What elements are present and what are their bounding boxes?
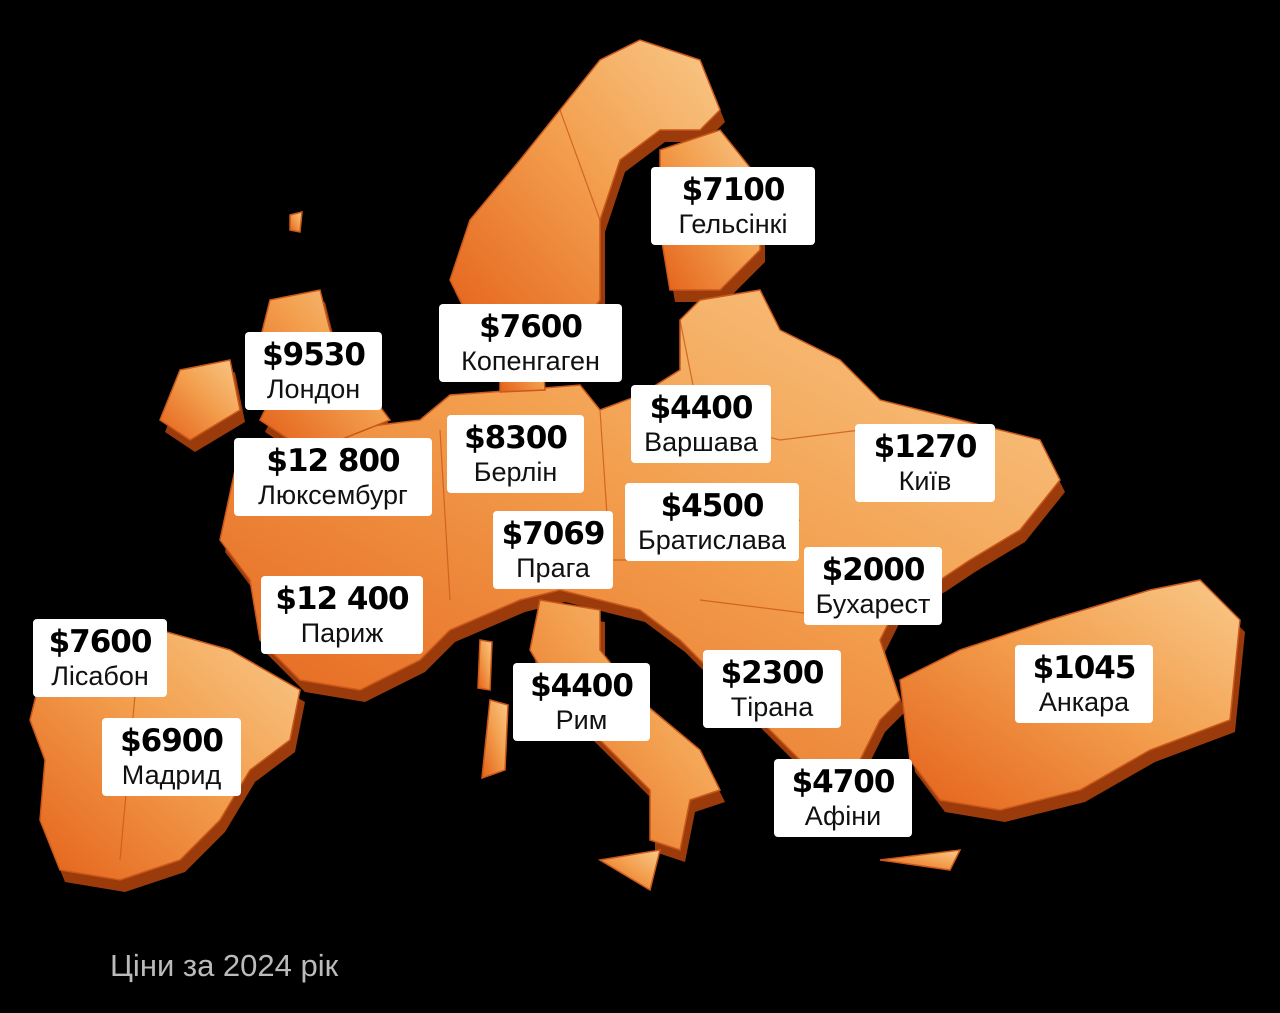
city-name: Варшава	[644, 427, 758, 457]
price: $12 800	[266, 443, 400, 479]
price: $4700	[791, 764, 896, 800]
city-name: Копенгаген	[461, 346, 600, 376]
city-price-label: $9530 Лондон	[245, 332, 382, 410]
city-price-label: $1045 Анкара	[1015, 645, 1153, 723]
city-price-label: $4700 Афіни	[774, 759, 912, 837]
city-name: Лондон	[266, 374, 361, 404]
city-price-label: $12 400 Париж	[261, 576, 423, 654]
city-name: Тірана	[730, 692, 814, 722]
city-name: Афіни	[804, 801, 882, 831]
city-name: Рим	[555, 705, 608, 735]
city-price-label: $7600 Лісабон	[33, 619, 167, 697]
price: $1270	[873, 429, 978, 465]
city-price-label: $6900 Мадрид	[102, 718, 241, 796]
price: $9530	[262, 337, 366, 373]
price: $12 400	[275, 581, 409, 617]
city-price-label: $4400 Рим	[513, 663, 650, 741]
city-name: Люксембург	[258, 480, 408, 510]
price: $6900	[120, 723, 224, 759]
city-price-label: $7069 Прага	[493, 511, 613, 589]
city-name: Париж	[300, 618, 384, 648]
city-price-label: $8300 Берлін	[447, 415, 584, 493]
price: $8300	[464, 420, 568, 456]
city-price-label: $7600 Копенгаген	[439, 304, 622, 382]
city-price-label: $2000 Бухарест	[804, 547, 942, 625]
city-name: Гельсінкі	[678, 209, 788, 239]
price: $2300	[720, 655, 825, 691]
price: $7100	[681, 172, 786, 208]
city-price-label: $7100 Гельсінкі	[651, 167, 815, 245]
city-price-label: $4400 Варшава	[631, 385, 771, 463]
city-name: Прага	[516, 553, 590, 583]
footer-note: Ціни за 2024 рік	[110, 948, 339, 983]
city-name: Лісабон	[51, 661, 149, 691]
city-name: Бухарест	[815, 589, 931, 619]
price: $7069	[501, 516, 606, 552]
city-price-label: $2300 Тірана	[703, 650, 841, 728]
city-name: Братислава	[638, 525, 786, 555]
city-name: Берлін	[473, 457, 558, 487]
city-price-label: $12 800 Люксембург	[234, 438, 432, 516]
city-price-label: $1270 Київ	[855, 424, 995, 502]
price: $4500	[660, 488, 765, 524]
city-price-label: $4500 Братислава	[625, 483, 799, 561]
price: $4400	[649, 390, 754, 426]
price: $7600	[48, 624, 153, 660]
price: $4400	[530, 668, 634, 704]
price: $7600	[479, 309, 583, 345]
city-name: Анкара	[1038, 687, 1130, 717]
city-name: Мадрид	[121, 760, 222, 790]
city-name: Київ	[898, 466, 952, 496]
price: $1045	[1032, 650, 1137, 686]
price: $2000	[821, 552, 926, 588]
